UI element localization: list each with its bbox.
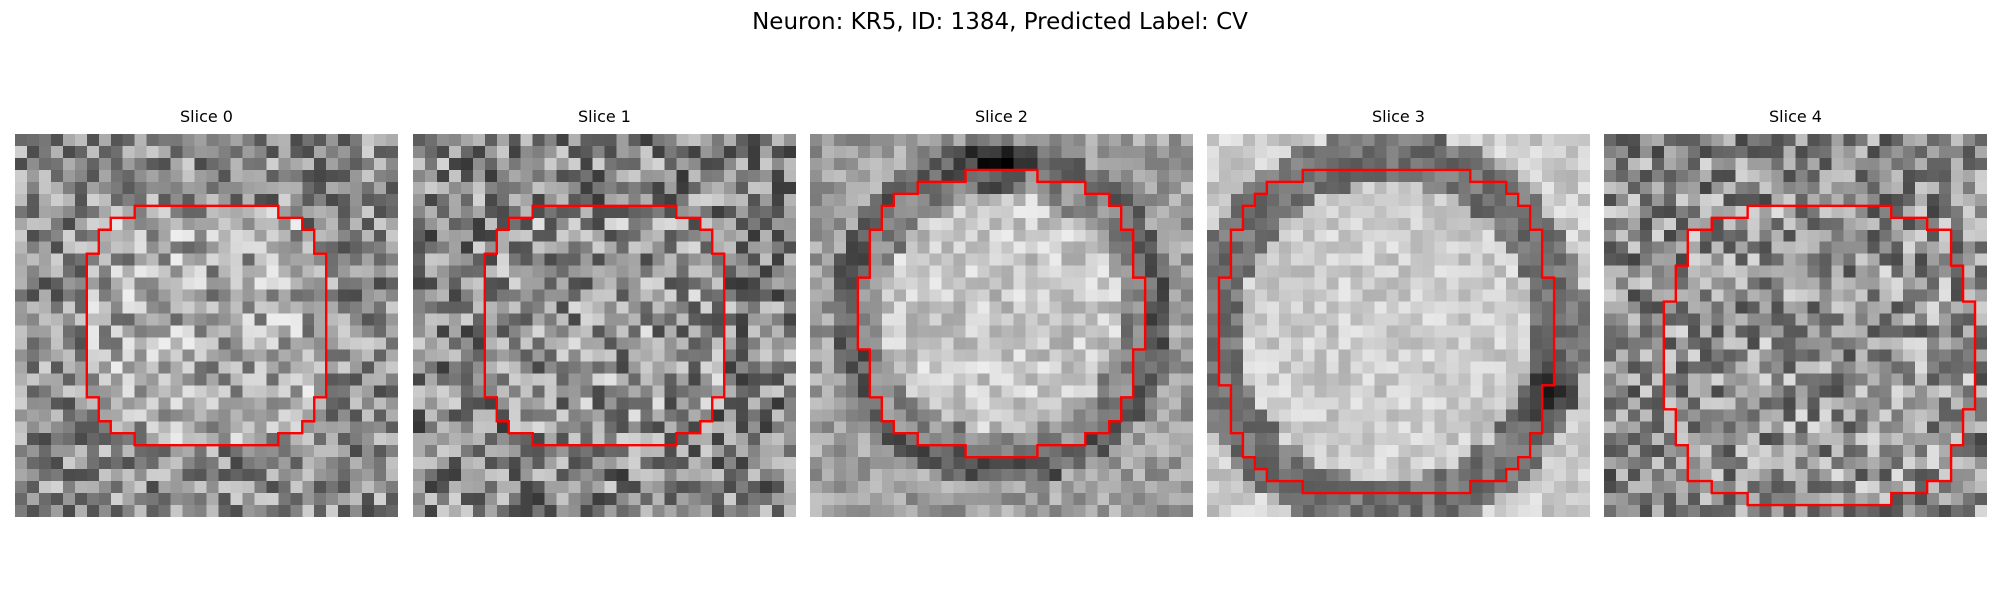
slice-panel-4: Slice 4 — [1604, 106, 1987, 517]
slice-panel-1: Slice 1 — [413, 106, 796, 517]
slice-image-0 — [15, 134, 398, 517]
figure-title: Neuron: KR5, ID: 1384, Predicted Label: … — [752, 9, 1248, 35]
slice-image-3 — [1207, 134, 1590, 517]
segmentation-contour — [856, 168, 1147, 459]
slice-image-1 — [413, 134, 796, 517]
slice-title: Slice 0 — [180, 107, 233, 126]
segmentation-contour — [85, 204, 328, 447]
slice-panel-2: Slice 2 — [810, 106, 1193, 517]
slice-image-2 — [810, 134, 1193, 517]
slice-panel-0: Slice 0 — [15, 106, 398, 517]
segmentation-contour — [1217, 168, 1556, 495]
slice-title: Slice 2 — [975, 107, 1028, 126]
segmentation-contour — [1662, 204, 1977, 507]
slice-panel-3: Slice 3 — [1207, 106, 1590, 517]
segmentation-contour — [483, 204, 726, 447]
slice-svg — [1207, 134, 1590, 517]
slice-image-4 — [1604, 134, 1987, 517]
slice-title: Slice 4 — [1769, 107, 1822, 126]
slice-title: Slice 3 — [1372, 107, 1425, 126]
slice-svg — [15, 134, 398, 517]
slice-svg — [1604, 134, 1987, 517]
slice-svg — [810, 134, 1193, 517]
slice-svg — [413, 134, 796, 517]
slice-title: Slice 1 — [578, 107, 631, 126]
